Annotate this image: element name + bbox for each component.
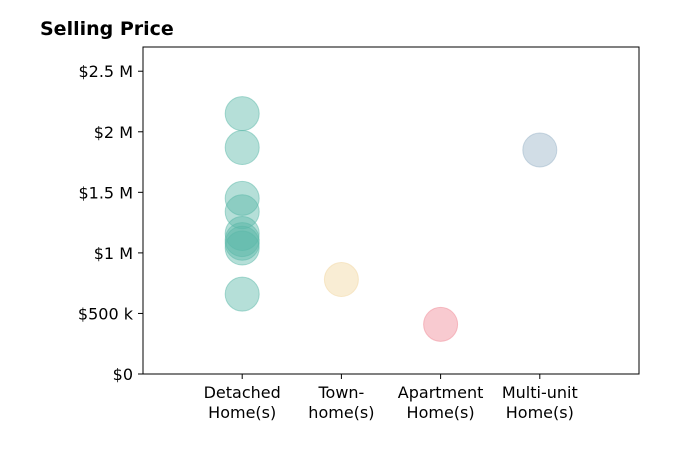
plot-frame [142,46,640,375]
data-point [224,276,260,312]
data-point [224,230,260,266]
data-point [522,132,558,168]
data-point [423,306,459,342]
data-points [224,96,558,342]
data-point [224,130,260,166]
y-tick-label: $1.5 M [78,183,133,202]
x-axis: Detached Home(s) Town-home(s) Apartment Home… [204,374,578,422]
x-tick-label: Town-home(s) [308,383,374,422]
x-tick-label: Detached Home(s) [204,383,281,422]
y-axis: $0 $500 k $1 M $1.5 M $2 M $2.5 M [78,62,143,384]
y-tick-label: $500 k [78,304,134,323]
data-point [323,262,359,298]
data-point [224,194,260,230]
x-tick-label: Apartment Home(s) [398,383,484,422]
data-point [224,225,260,261]
chart-title: Selling Price [40,18,174,40]
y-tick-label: $2 M [94,123,133,142]
data-point [224,180,260,216]
x-tick-label: Multi-unit Home(s) [502,383,578,422]
data-point [224,96,260,132]
y-tick-label: $0 [113,365,133,384]
y-tick-label: $1 M [94,244,133,263]
y-tick-label: $2.5 M [78,62,133,81]
